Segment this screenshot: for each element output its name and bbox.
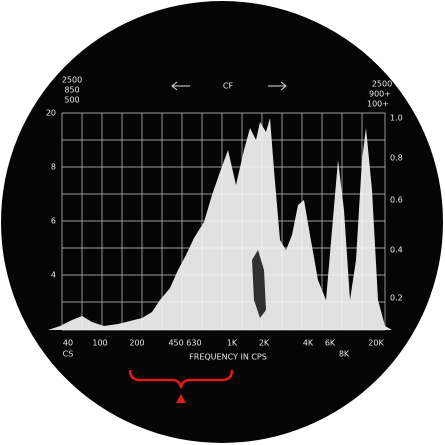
red-bracket — [128, 369, 234, 389]
spectrum-trace — [48, 118, 392, 330]
frequency-label: 2K — [259, 339, 270, 348]
sub-label: CS — [63, 350, 74, 359]
top-right-label: 100+ — [367, 100, 389, 109]
top-left-label: 2500 — [62, 76, 82, 85]
frequency-label: 6K — [325, 339, 336, 348]
right-scale-label: 0.6 — [390, 196, 403, 205]
frequency-label: 200 — [129, 339, 144, 348]
axis-title: FREQUENCY IN CPS — [189, 353, 267, 362]
right-scale-label: 0.2 — [390, 294, 403, 303]
top-left-label: 850 — [64, 86, 79, 95]
frequency-label: 1K — [227, 339, 238, 348]
top-right-label: 2500 — [372, 80, 392, 89]
top-left-label: 500 — [64, 96, 79, 105]
frequency-label: 100 — [92, 339, 107, 348]
direction-arrows — [171, 81, 287, 91]
frequency-label: 20K — [368, 339, 384, 348]
frequency-label: 4K — [303, 339, 314, 348]
right-scale-label: 1.0 — [390, 114, 403, 123]
frequency-label: 450 630 — [168, 339, 201, 348]
top-right-label: 900+ — [369, 90, 391, 99]
sub-label: 8K — [339, 350, 350, 359]
right-scale-label: 0.4 — [390, 246, 403, 255]
left-scale-label: 6 — [51, 217, 56, 226]
left-scale-label: 20 — [46, 109, 56, 118]
frequency-label: 40 — [63, 339, 73, 348]
left-scale-label: 4 — [51, 271, 56, 280]
right-scale-label: 0.8 — [390, 154, 403, 163]
left-scale-label: 8 — [51, 163, 56, 172]
red-marker — [176, 394, 186, 403]
direction-label: CF — [223, 82, 234, 91]
trace-gap — [252, 250, 266, 318]
